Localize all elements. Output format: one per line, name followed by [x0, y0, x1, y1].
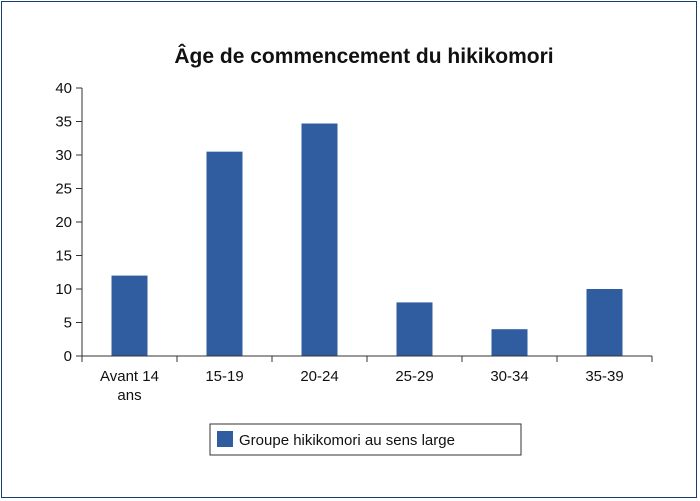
x-axis: Avant 14 ans 15-19 20-24 25-29 30-34 35-39: [81, 355, 653, 404]
y-tick-label: 35: [55, 114, 72, 131]
bar: [491, 329, 528, 356]
x-tick-label: 35-39: [585, 368, 623, 385]
y-tick-label: 40: [55, 80, 72, 97]
legend: Groupe hikikomori au sens large: [209, 423, 522, 456]
y-tick-label: 0: [64, 348, 72, 365]
bar: [396, 302, 433, 356]
legend-swatch: [217, 431, 233, 447]
chart-title: Âge de commencement du hikikomori: [174, 44, 553, 68]
bar: [301, 123, 338, 356]
bar: [586, 289, 623, 356]
y-tick-label: 5: [64, 315, 72, 332]
x-tick-label: Avant 14: [100, 368, 159, 385]
x-tick-label: ans: [117, 387, 141, 404]
x-tick-label: 30-34: [490, 368, 528, 385]
x-tick-label: 20-24: [300, 368, 338, 385]
y-tick-label: 25: [55, 181, 72, 198]
y-tick-label: 15: [55, 248, 72, 265]
x-tick-label: 25-29: [395, 368, 433, 385]
y-axis: 0 5 10 15 20 25 30 35 40: [55, 80, 83, 365]
legend-label: Groupe hikikomori au sens large: [239, 432, 455, 449]
bar: [206, 151, 243, 356]
x-tick-label: 15-19: [205, 368, 243, 385]
bars-group: [111, 123, 623, 356]
y-tick-label: 10: [55, 281, 72, 298]
y-tick-label: 20: [55, 214, 72, 231]
y-tick-label: 30: [55, 147, 72, 164]
bar: [111, 275, 148, 356]
